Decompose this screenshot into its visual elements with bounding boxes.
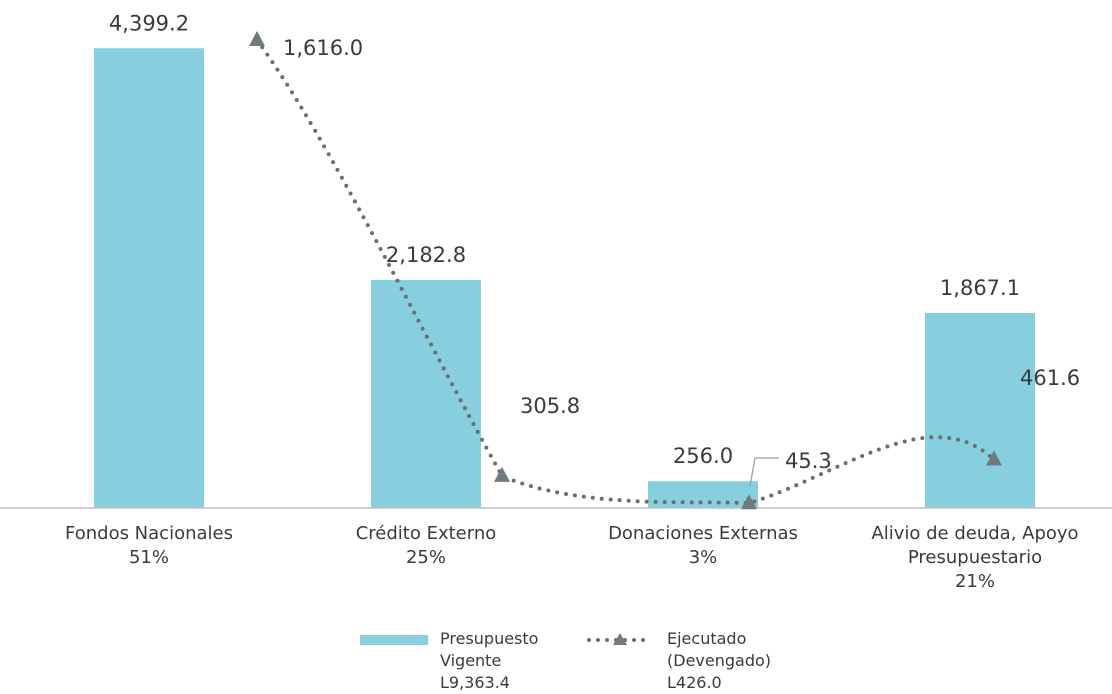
line-marker-2 [741,494,757,510]
legend-swatch-line [587,633,653,645]
category-name: Donaciones Externas [608,523,798,544]
legend-label-budget: Presupuesto Vigente L9,363.4 [440,629,539,692]
bar-3 [925,312,1035,508]
category-name: Fondos Nacionales [65,523,233,544]
bar-1 [371,279,481,508]
category-share: 21% [954,571,995,592]
line-value-label-3: 461.6 [1020,366,1080,390]
bar-value-label-3: 1,867.1 [940,276,1020,300]
bar-0 [94,48,204,508]
line-marker-1 [494,466,510,482]
category-share: 51% [128,547,169,568]
category-label-2: Donaciones Externas 3% [573,522,833,570]
line-value-label-1: 305.8 [520,394,580,418]
category-name: Alivio de deuda, Apoyo Presupuestario [871,523,1079,568]
bar-value-label-1: 2,182.8 [386,243,466,267]
line-value-label-2: 45.3 [785,449,832,473]
chart: 4,399.2 2,182.8 256.0 1,867.1 1,616.0 305.8 45… [0,11,1112,510]
line-markers [249,31,1002,510]
bar-value-label-0: 4,399.2 [109,11,189,35]
data-labels: 4,399.2 2,182.8 256.0 1,867.1 1,616.0 305.8 45… [109,11,1080,487]
legend-swatch-bar [360,635,428,645]
category-label-1: Crédito Externo 25% [296,522,556,570]
category-label-0: Fondos Nacionales 51% [19,522,279,570]
leader-line [749,457,779,487]
category-share: 25% [405,547,446,568]
line-value-label-0: 1,616.0 [283,36,363,60]
legend-triangle-icon [613,633,627,645]
category-share: 3% [688,547,718,568]
bar-value-label-2: 256.0 [673,444,733,468]
bar-2 [648,481,758,508]
line-series [255,38,996,506]
bar-series [94,48,1035,508]
legend-label-executed: Ejecutado (Devengado) L426.0 [667,629,772,692]
category-label-3: Alivio de deuda, Apoyo Presupuestario 21% [840,522,1110,594]
line-marker-3 [986,450,1002,466]
line-marker-0 [249,31,265,46]
category-name: Crédito Externo [355,523,497,544]
